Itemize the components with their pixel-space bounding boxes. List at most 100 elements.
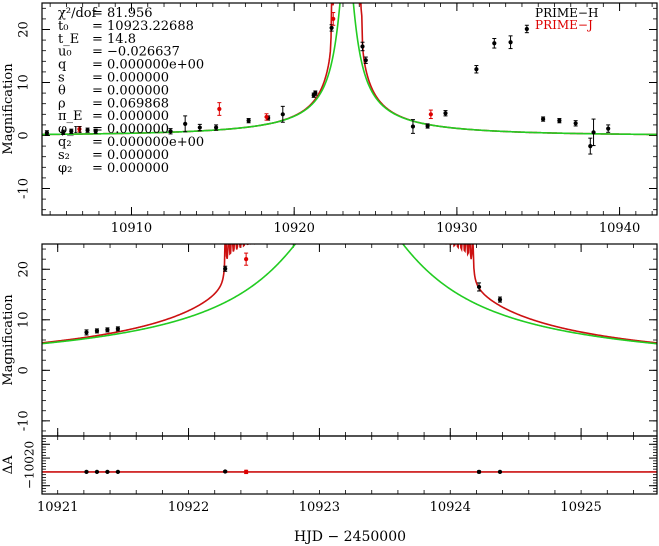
data-point-prime-j — [428, 109, 433, 120]
point-marker — [329, 25, 334, 31]
point-marker — [443, 111, 448, 116]
param-label: ρ — [58, 96, 66, 111]
data-point-prime-h — [44, 130, 49, 136]
data-point-prime-h — [223, 265, 228, 272]
point-marker — [492, 41, 497, 46]
point-marker — [497, 297, 503, 302]
panel-frame — [41, 435, 658, 495]
data-point-prime-h — [588, 137, 593, 155]
data-point-prime-h — [69, 128, 74, 134]
param-label: χ²/dof — [58, 6, 98, 21]
param-value: = 14.8 — [92, 32, 136, 47]
data-point-prime-j — [244, 469, 249, 475]
data-point-prime-h — [94, 469, 100, 475]
param-value: = 10923.22688 — [92, 19, 194, 34]
y-tick-label: 20 — [17, 21, 32, 38]
y-axis-label: ΔA — [1, 455, 16, 474]
model-curve-red — [42, 244, 657, 344]
x-tick-label: 10925 — [560, 500, 601, 515]
point-marker — [84, 330, 89, 335]
data-point-prime-h — [443, 110, 448, 117]
point-marker — [360, 44, 365, 49]
point-marker — [497, 469, 503, 475]
point-marker — [44, 130, 49, 135]
point-marker — [115, 469, 120, 475]
point-marker — [94, 328, 100, 334]
data-point-prime-h — [84, 329, 89, 336]
panel-frame — [41, 243, 658, 437]
point-marker — [94, 469, 100, 475]
param-label: φ_π — [58, 122, 83, 137]
param-label: t₀ — [58, 19, 68, 34]
point-marker — [197, 125, 202, 130]
point-marker — [223, 266, 228, 271]
data-point-prime-h — [591, 118, 596, 147]
point-marker — [428, 112, 433, 117]
y-tick-label: 0 — [17, 366, 32, 374]
point-marker — [541, 116, 546, 122]
x-tick-label: 10923 — [299, 500, 340, 515]
point-marker — [425, 123, 430, 129]
point-marker — [264, 114, 269, 120]
y-axis-label: Magnification — [1, 294, 16, 386]
y-tick-label: 0 — [17, 131, 32, 139]
param-label: θ — [58, 83, 66, 98]
fit-parameters: χ²/dof= 81.956 t₀ = 10923.22688 t_E = 14.8 u₀… — [58, 6, 204, 176]
y-tick-label: 20 — [17, 261, 32, 278]
legend-entry: PRIME−J — [535, 18, 593, 32]
point-marker — [313, 91, 318, 96]
data-point-prime-h — [213, 124, 219, 131]
data-point-prime-h — [105, 469, 110, 475]
x-tick-label: 10922 — [168, 500, 209, 515]
data-point-prime-h — [329, 24, 334, 32]
x-tick-label: 10910 — [111, 221, 152, 236]
x-tick-label: 10920 — [274, 221, 315, 236]
data-point-prime-j — [331, 12, 336, 26]
param-value: = 81.956 — [92, 6, 153, 21]
y-axis-label: Magnification — [1, 63, 16, 155]
param-value: = 0.069868 — [92, 96, 169, 111]
data-point-prime-j — [244, 252, 249, 266]
model-curve-green — [42, 244, 657, 345]
point-marker — [410, 124, 416, 129]
x-tick-label: 10940 — [599, 221, 640, 236]
data-point-prime-h — [115, 326, 120, 332]
data-point-prime-h — [497, 469, 503, 475]
data-point-prime-h — [85, 127, 90, 133]
data-point-prime-h — [313, 90, 318, 96]
point-marker — [474, 67, 479, 72]
param-label: s — [58, 71, 65, 86]
y-tick-label: -10 — [17, 178, 32, 199]
data-point-prime-j — [217, 102, 222, 116]
data-point-prime-h — [492, 38, 497, 49]
point-marker — [168, 129, 173, 134]
data-point-prime-h — [168, 128, 173, 135]
point-marker — [363, 58, 368, 63]
point-marker — [508, 40, 513, 45]
param-value: = 0.000000 — [92, 83, 169, 98]
param-value: = 0.000000 — [92, 71, 169, 86]
data-point-prime-h — [476, 282, 482, 292]
point-marker — [183, 121, 188, 126]
point-marker — [85, 128, 90, 133]
param-value: = 0.000000 — [92, 122, 169, 137]
point-marker — [105, 327, 110, 332]
point-marker — [77, 127, 82, 132]
x-tick-label: 10924 — [430, 500, 471, 515]
panel-top: -10 0 10 20 10910 10920 10930 10940 Magnificatio… — [1, 2, 658, 236]
point-marker — [105, 469, 110, 475]
data-point-prime-j — [264, 113, 269, 121]
point-marker — [69, 129, 74, 134]
y-tick-label: 10 — [17, 312, 32, 329]
data-point-prime-h — [61, 129, 66, 135]
data-point-prime-h — [280, 105, 285, 123]
data-point-prime-h — [476, 469, 482, 475]
point-marker — [280, 112, 285, 117]
data-point-prime-h — [541, 116, 546, 122]
data-point-prime-h — [508, 35, 513, 50]
point-marker — [524, 26, 529, 32]
point-marker — [115, 326, 120, 331]
data-point-prime-h — [115, 469, 120, 475]
